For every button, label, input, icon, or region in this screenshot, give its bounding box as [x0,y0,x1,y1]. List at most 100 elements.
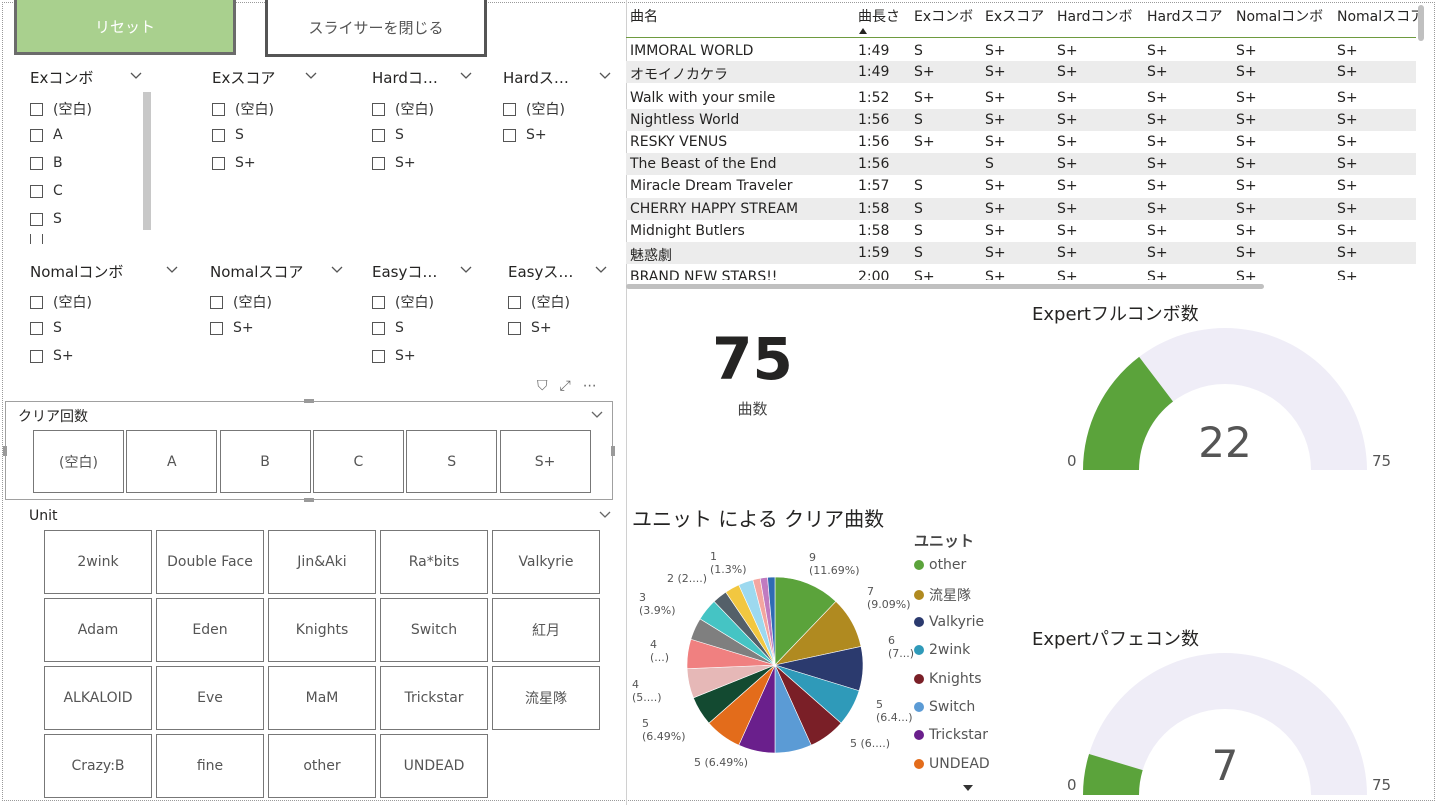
slicer-option[interactable]: S+ [372,348,416,364]
table-row[interactable]: Nightless World 1:56 S S+ S+ S+ S+ S+ [626,109,1416,131]
checkbox[interactable] [508,295,521,309]
clear-count-tile[interactable]: A [126,430,218,493]
slicer-option[interactable]: S [212,127,244,143]
slicer-option[interactable]: S [30,320,62,336]
legend-item[interactable]: other [914,557,966,573]
chevron-down-icon[interactable] [590,408,604,422]
clear-count-tile[interactable]: S+ [499,430,591,493]
chevron-down-icon[interactable] [598,508,612,522]
clear-count-tile[interactable]: C [312,430,404,493]
checkbox[interactable] [372,321,385,335]
legend-item[interactable]: Switch [914,699,975,715]
table-row[interactable]: RESKY VENUS 1:56 S+ S+ S+ S+ S+ S+ [626,131,1416,153]
checkbox[interactable] [30,295,43,309]
legend-item[interactable]: 2wink [914,642,970,658]
chevron-down-icon[interactable] [330,263,344,277]
checkbox[interactable] [30,128,43,142]
legend-item[interactable]: UNDEAD [914,756,990,772]
table-header[interactable]: Nomalスコア [1337,9,1425,25]
checkbox[interactable] [210,321,223,335]
checkbox[interactable] [30,321,43,335]
unit-tile[interactable]: Adam [44,598,152,662]
unit-tile[interactable]: Knights [268,598,376,662]
slicer-option[interactable]: S+ [503,127,547,143]
table-row[interactable]: IMMORAL WORLD 1:49 S S+ S+ S+ S+ S+ [626,40,1416,62]
table-row[interactable]: CHERRY HAPPY STREAM 1:58 S S+ S+ S+ S+ S+ [626,198,1416,220]
pie-slice[interactable] [774,576,837,666]
filter-icon[interactable]: ⛉ [537,378,548,394]
slicer-option[interactable]: S [30,211,62,227]
checkbox[interactable] [30,234,43,244]
checkbox[interactable] [30,212,43,226]
slicer-option[interactable]: B [30,155,63,171]
checkbox[interactable] [30,184,43,198]
sort-ascending-icon[interactable] [858,27,868,35]
slicer-option[interactable]: (空白) [30,292,92,312]
unit-tile[interactable]: Valkyrie [492,530,600,594]
more-options-icon[interactable]: ⋯ [582,378,597,394]
checkbox[interactable] [503,102,516,116]
chevron-down-icon[interactable] [129,69,143,83]
chevron-down-icon[interactable] [165,263,179,277]
chevron-down-icon[interactable] [304,69,318,83]
unit-tile[interactable]: other [268,734,376,798]
unit-tile[interactable]: 紅月 [492,598,600,662]
checkbox[interactable] [372,128,385,142]
slicer-option[interactable]: (空白) [372,99,434,119]
resize-handle[interactable] [3,446,7,456]
table-header[interactable]: 曲名 [630,9,658,25]
checkbox[interactable] [372,295,385,309]
chevron-down-icon[interactable] [459,69,473,83]
table-row[interactable]: BRAND NEW STARS!! 2:00 S+ S+ S+ S+ S+ S+ [626,266,1416,280]
slicer-option[interactable]: S+ [30,348,74,364]
focus-mode-icon[interactable]: ⤢ [559,378,571,394]
table-row[interactable]: Walk with your smile 1:52 S+ S+ S+ S+ S+ S+ [626,87,1416,109]
legend-scroll-down-icon[interactable] [962,784,974,792]
unit-tile[interactable]: Eve [156,666,264,730]
chevron-down-icon[interactable] [594,263,608,277]
chevron-down-icon[interactable] [459,263,473,277]
table-row[interactable]: オモイノカケラ 1:49 S+ S+ S+ S+ S+ S+ [626,61,1416,83]
slicer-option[interactable]: S [372,127,404,143]
slicer-option[interactable]: S+ [508,320,552,336]
table-row[interactable]: 魅惑劇 1:59 S S+ S+ S+ S+ S+ [626,242,1416,264]
pie-slice[interactable] [767,576,776,666]
slicer-option[interactable]: (空白) [503,99,565,119]
checkbox[interactable] [372,156,385,170]
unit-tile[interactable]: 流星隊 [492,666,600,730]
slicer-option[interactable]: A [30,127,63,143]
unit-tile[interactable]: Jin&Aki [268,530,376,594]
unit-tile[interactable]: Ra*bits [380,530,488,594]
clear-count-tile[interactable]: (空白) [33,430,124,493]
slicer-option[interactable]: (空白) [508,292,570,312]
table-header[interactable]: Hardコンボ [1057,9,1133,25]
table-header[interactable]: Nomalコンボ [1236,9,1324,25]
reset-button[interactable]: リセット [14,0,236,55]
legend-item[interactable]: Valkyrie [914,614,984,630]
slicer-scrollbar[interactable] [143,92,151,230]
chevron-down-icon[interactable] [598,69,612,83]
unit-tile[interactable]: Switch [380,598,488,662]
table-row[interactable]: The Beast of the End 1:56 S S+ S+ S+ S+ [626,153,1416,175]
checkbox[interactable] [372,102,385,116]
table-vertical-scrollbar[interactable] [1418,5,1424,41]
unit-tile[interactable]: MaM [268,666,376,730]
resize-handle[interactable] [304,498,314,502]
checkbox[interactable] [212,156,225,170]
checkbox[interactable] [30,156,43,170]
table-header[interactable]: 曲長さ [858,9,900,25]
slicer-option[interactable]: (空白) [372,292,434,312]
table-header[interactable]: Exコンボ [914,9,974,25]
clear-count-tile[interactable]: S [406,430,498,493]
checkbox[interactable] [372,349,385,363]
unit-tile[interactable]: Double Face [156,530,264,594]
checkbox[interactable] [212,102,225,116]
slicer-option[interactable]: S+ [372,155,416,171]
resize-handle[interactable] [304,399,314,403]
unit-tile[interactable]: ALKALOID [44,666,152,730]
unit-tile[interactable]: Trickstar [380,666,488,730]
slicer-option[interactable]: (空白) [210,292,272,312]
unit-tile[interactable]: 2wink [44,530,152,594]
close-slicer-button[interactable]: スライサーを閉じる [265,0,487,57]
clear-count-tile[interactable]: B [219,430,311,493]
